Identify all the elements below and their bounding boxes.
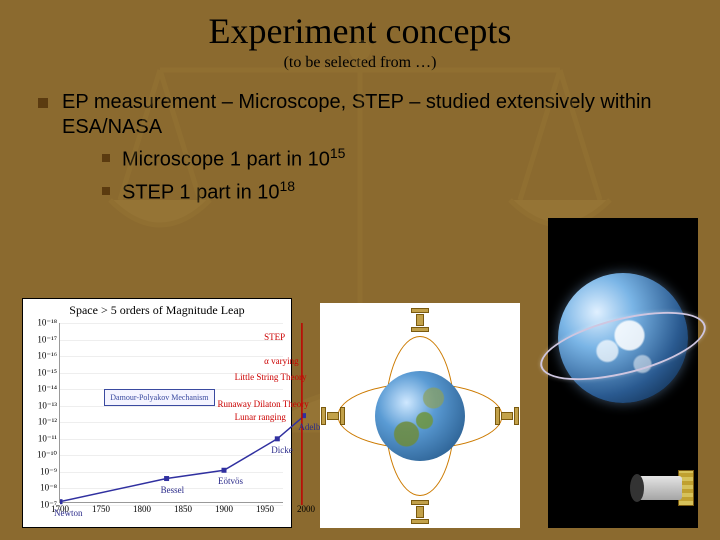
y-axis-label: 10⁻⁹	[40, 466, 60, 477]
square-bullet-icon	[102, 187, 110, 195]
satellite-icon	[411, 308, 429, 332]
sub-bullet-item: STEP 1 part in 1018	[102, 177, 690, 206]
chart-plot-area: 10⁻⁷10⁻⁸10⁻⁹10⁻¹⁰10⁻¹¹10⁻¹²10⁻¹³10⁻¹⁴10⁻…	[59, 323, 283, 503]
slide-subtitle: (to be selected from …)	[0, 54, 720, 72]
bullet-text: EP measurement – Microscope, STEP – stud…	[62, 90, 690, 140]
data-point-label: Eötvös	[218, 476, 243, 486]
bullet-item: EP measurement – Microscope, STEP – stud…	[38, 90, 690, 140]
bullet-list: EP measurement – Microscope, STEP – stud…	[38, 90, 690, 205]
space-telescope-photo	[548, 218, 698, 528]
earth-globe-icon	[375, 371, 465, 461]
chart-annotation: STEP	[264, 332, 285, 342]
y-axis-label: 10⁻¹⁷	[37, 334, 60, 345]
text-run: STEP 1 part in 10	[122, 181, 280, 203]
superscript: 18	[280, 178, 296, 194]
y-axis-label: 10⁻¹⁶	[37, 351, 60, 362]
y-axis-label: 10⁻¹⁸	[37, 318, 60, 329]
data-point-label: Dicke	[271, 445, 293, 455]
data-point-label: Newton	[54, 508, 83, 518]
sub-bullet-text: STEP 1 part in 1018	[122, 177, 295, 206]
satellite-icon	[495, 407, 519, 425]
superscript: 15	[330, 145, 346, 161]
square-bullet-icon	[102, 154, 110, 162]
y-axis-label: 10⁻¹³	[38, 400, 60, 411]
y-axis-label: 10⁻¹⁵	[37, 367, 60, 378]
y-axis-label: 10⁻¹¹	[38, 433, 60, 444]
y-axis-label: 10⁻⁸	[40, 483, 60, 494]
satellite-icon	[321, 407, 345, 425]
satellite-icon	[411, 500, 429, 524]
chart-annotation: Runaway Dilaton Theory	[217, 399, 308, 409]
sub-bullet-item: Microscope 1 part in 1015	[102, 144, 690, 173]
chart-annotation: α varying	[264, 356, 298, 366]
square-bullet-icon	[38, 98, 48, 108]
sub-bullet-text: Microscope 1 part in 1015	[122, 144, 345, 173]
y-axis-label: 10⁻¹⁴	[37, 384, 60, 395]
chart-annotation: Lunar ranging	[235, 412, 286, 422]
chart-title: Space > 5 orders of Magnitude Leap	[23, 299, 291, 320]
image-row: Space > 5 orders of Magnitude Leap 10⁻⁷1…	[22, 218, 698, 528]
y-axis-label: 10⁻¹²	[38, 417, 60, 428]
orbit-diagram	[320, 303, 520, 528]
chart-annotation: Little String Theory	[235, 372, 307, 382]
slide-title: Experiment concepts	[0, 0, 720, 52]
magnitude-leap-chart: Space > 5 orders of Magnitude Leap 10⁻⁷1…	[22, 298, 292, 528]
y-axis-label: 10⁻¹⁰	[37, 450, 60, 461]
chart-legend: Damour-Polyakov Mechanism	[104, 389, 214, 406]
data-point-label: Bessel	[161, 485, 185, 495]
telescope-icon	[630, 464, 690, 514]
text-run: Microscope 1 part in 10	[122, 149, 330, 171]
